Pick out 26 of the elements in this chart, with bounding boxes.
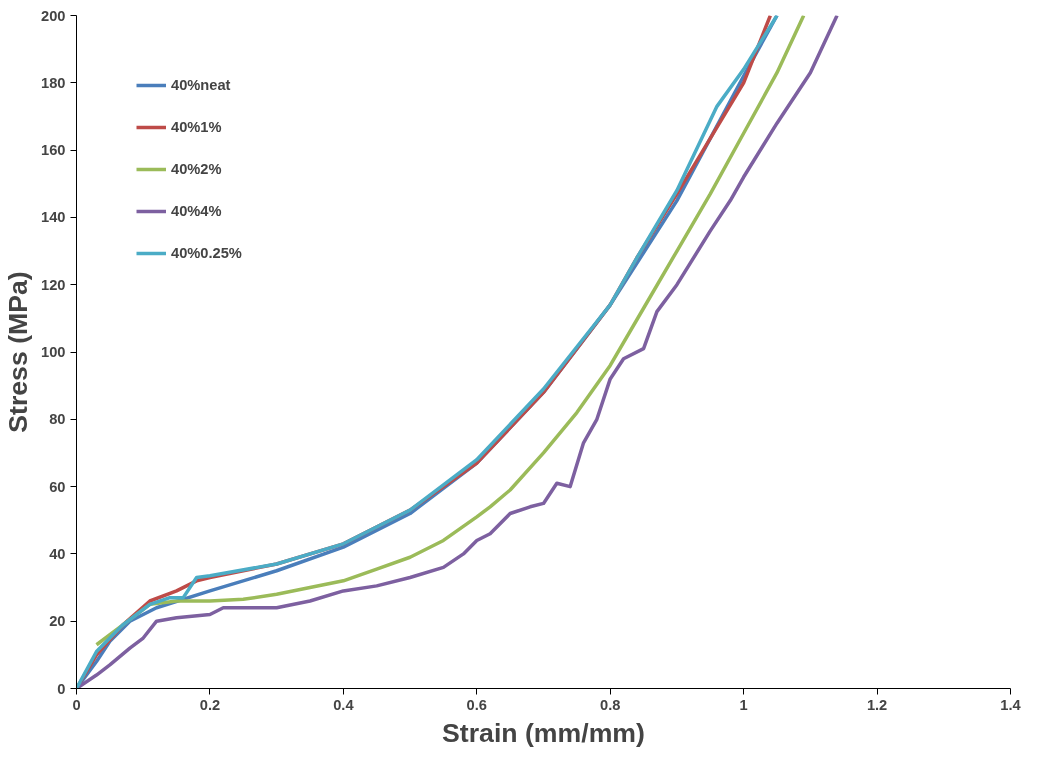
x-axis-title: Strain (mm/mm): [442, 717, 645, 748]
x-tick-label: 0.8: [600, 696, 621, 713]
x-tick-label: 0.2: [199, 696, 221, 713]
legend-label: 40%2%: [171, 161, 222, 177]
legend-label: 40%neat: [171, 77, 231, 93]
y-tick-label: 180: [41, 74, 66, 91]
x-tick-label: 0: [72, 696, 81, 713]
y-tick-label: 0: [57, 680, 66, 697]
y-tick-label: 40: [49, 545, 66, 562]
x-tick-label: 1: [739, 696, 748, 713]
x-tick-label: 0.6: [466, 696, 487, 713]
y-tick-label: 140: [41, 209, 66, 226]
y-tick-label: 200: [41, 7, 66, 24]
y-tick-label: 100: [41, 344, 66, 360]
y-tick-label: 160: [41, 142, 66, 159]
x-tick-label: 1.4: [1000, 696, 1022, 713]
legend-label: 40%1%: [171, 119, 222, 135]
y-tick-label: 20: [49, 613, 66, 630]
legend-label: 40%4%: [171, 203, 222, 219]
y-tick-label: 80: [49, 411, 66, 428]
y-axis-title: Stress (MPa): [3, 271, 34, 433]
y-tick-label: 60: [49, 478, 66, 495]
x-tick-label: 0.4: [333, 696, 355, 713]
x-tick-label: 1.2: [866, 696, 888, 713]
y-tick-label: 120: [41, 276, 66, 293]
legend-label: 40%0.25%: [171, 245, 242, 261]
